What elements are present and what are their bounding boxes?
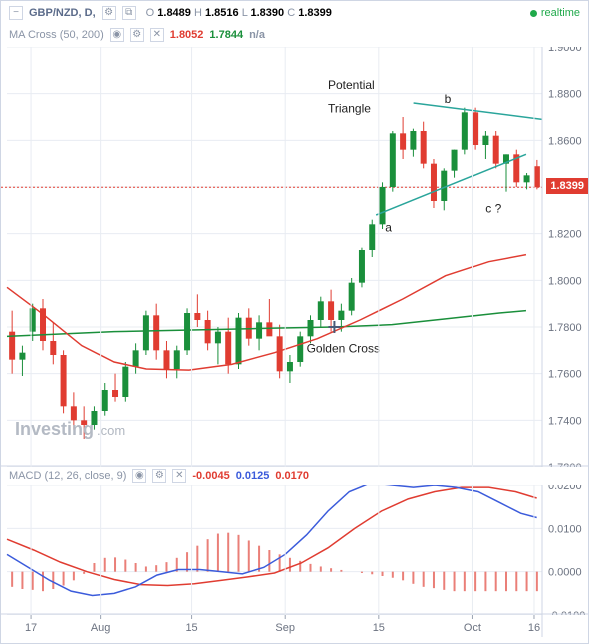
svg-text:1.8000: 1.8000 [548, 275, 582, 287]
ma-toolbar: MA Cross (50, 200) ◉ ⚙ ✕ 1.8052 1.7844 n… [1, 25, 588, 45]
svg-text:1.7600: 1.7600 [548, 369, 582, 381]
svg-text:15: 15 [185, 622, 197, 634]
tool-icon-1[interactable]: ⚙ [102, 6, 116, 20]
price-chart[interactable]: 1.72001.74001.76001.78001.80001.82001.84… [1, 47, 589, 467]
svg-text:Investing: Investing [15, 419, 94, 439]
svg-text:15: 15 [373, 622, 385, 634]
svg-text:1.9000: 1.9000 [548, 47, 582, 54]
ma-eye-icon[interactable]: ◉ [110, 28, 124, 42]
svg-text:1.7800: 1.7800 [548, 322, 582, 334]
ma-label: MA Cross (50, 200) [9, 29, 104, 41]
ma-close-icon[interactable]: ✕ [150, 28, 164, 42]
svg-text:1.8600: 1.8600 [548, 135, 582, 147]
ohlc-readout: O 1.8489 H 1.8516 L 1.8390 C 1.8399 [146, 7, 332, 19]
svg-text:b: b [445, 92, 452, 106]
svg-text:0.0100: 0.0100 [548, 523, 582, 535]
macd-value-1: -0.0045 [192, 470, 229, 482]
svg-text:Triangle: Triangle [328, 101, 371, 115]
symbol-label[interactable]: GBP/NZD, D, [29, 7, 96, 19]
main-toolbar: − GBP/NZD, D, ⚙ ⧉ O 1.8489 H 1.8516 L 1.… [1, 1, 588, 25]
svg-text:Potential: Potential [328, 78, 375, 92]
ma-value-1: 1.8052 [170, 29, 204, 41]
macd-value-2: 0.0125 [236, 470, 270, 482]
chart-area[interactable]: 1.72001.74001.76001.78001.80001.82001.84… [1, 47, 588, 643]
svg-text:Aug: Aug [91, 622, 111, 634]
svg-text:a: a [385, 220, 392, 234]
ma-settings-icon[interactable]: ⚙ [130, 28, 144, 42]
realtime-dot-icon [530, 10, 537, 17]
macd-value-3: 0.0170 [275, 470, 309, 482]
svg-text:Oct: Oct [464, 622, 481, 634]
svg-text:c ?: c ? [485, 202, 501, 216]
macd-toolbar: MACD (12, 26, close, 9) ◉ ⚙ ✕ -0.0045 0.… [9, 467, 309, 485]
svg-text:Golden Cross: Golden Cross [307, 342, 380, 356]
ma-value-3: n/a [249, 29, 265, 41]
tool-icon-2[interactable]: ⧉ [122, 6, 136, 20]
macd-close-icon[interactable]: ✕ [172, 469, 186, 483]
svg-text:16: 16 [528, 622, 540, 634]
ma-value-2: 1.7844 [209, 29, 243, 41]
macd-eye-icon[interactable]: ◉ [132, 469, 146, 483]
collapse-icon[interactable]: − [9, 6, 23, 20]
macd-label: MACD (12, 26, close, 9) [9, 470, 126, 482]
svg-text:1.8200: 1.8200 [548, 229, 582, 241]
svg-text:1.8800: 1.8800 [548, 89, 582, 101]
price-flag: 1.8399 [546, 178, 588, 194]
macd-chart[interactable]: -0.01000.00000.01000.0200 [1, 485, 589, 615]
svg-text:Sep: Sep [275, 622, 295, 634]
svg-text:17: 17 [25, 622, 37, 634]
chart-container: − GBP/NZD, D, ⚙ ⧉ O 1.8489 H 1.8516 L 1.… [0, 0, 589, 644]
svg-text:0.0000: 0.0000 [548, 567, 582, 579]
svg-text:0.0200: 0.0200 [548, 485, 582, 492]
svg-text:1.7400: 1.7400 [548, 415, 582, 427]
x-axis: 17 Aug 15 Sep 15 Oct 16 [1, 615, 589, 637]
macd-settings-icon[interactable]: ⚙ [152, 469, 166, 483]
realtime-badge: realtime [530, 7, 580, 19]
svg-text:.com: .com [97, 423, 125, 438]
